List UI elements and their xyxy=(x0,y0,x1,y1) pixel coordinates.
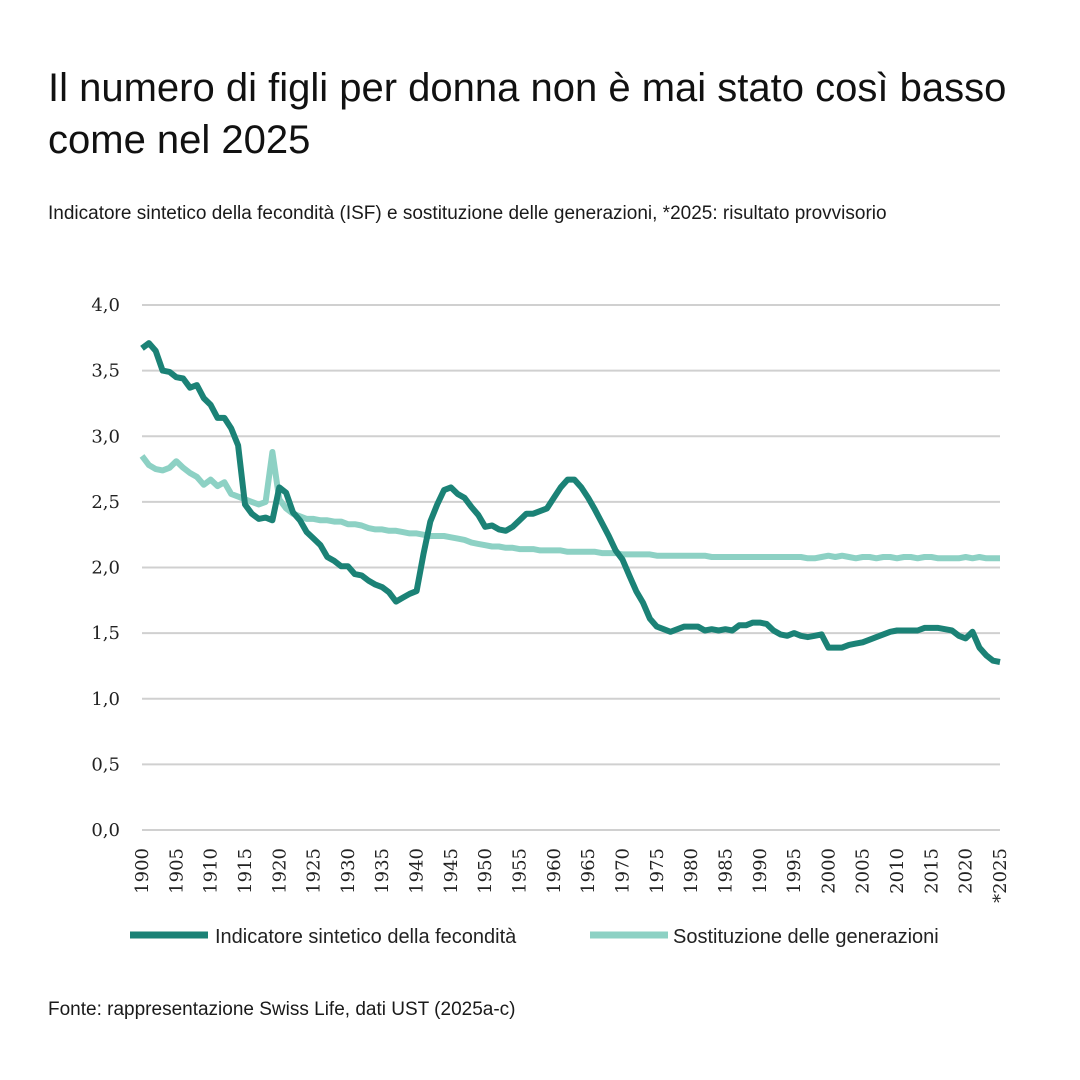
x-tick-label: 1955 xyxy=(510,848,531,894)
x-tick-label: 1905 xyxy=(166,848,187,894)
x-tick-label: 1920 xyxy=(269,848,290,894)
x-tick-label: 1975 xyxy=(647,848,668,894)
x-tick-label: 1935 xyxy=(372,848,393,894)
y-tick-label: 0,5 xyxy=(91,754,120,775)
x-tick-label: 1985 xyxy=(715,848,736,894)
fertility-line-chart: 0,0 0,5 1,0 1,5 2,0 2,5 3,0 3,5 4,0 1900 1905 1910… xyxy=(91,295,1011,948)
x-tick-label: 1950 xyxy=(475,848,496,894)
source-note: Fonte: rappresentazione Swiss Life, dati… xyxy=(48,999,516,1020)
x-tick-label: 1930 xyxy=(338,848,359,894)
gridlines xyxy=(142,304,1000,831)
y-tick-label: 3,0 xyxy=(91,426,120,447)
y-tick-label: 4,0 xyxy=(91,295,120,316)
y-tick-label: 0,0 xyxy=(91,820,120,841)
x-tick-label: 1945 xyxy=(441,848,462,894)
legend-label: Sostituzione delle generazioni xyxy=(673,926,939,948)
x-tick-label: 1980 xyxy=(681,848,702,894)
y-tick-label: 1,0 xyxy=(91,689,120,710)
x-axis-ticks: 1900 1905 1910 1915 1920 1925 1930 1935 1940 1945… xyxy=(132,848,1011,903)
x-tick-label: *2025 xyxy=(990,848,1011,903)
y-tick-label: 2,0 xyxy=(91,558,120,579)
legend: Indicatore sintetico della fecondità Sost… xyxy=(130,926,939,948)
y-tick-label: 3,5 xyxy=(91,361,120,382)
x-tick-label: 2005 xyxy=(853,848,874,894)
x-tick-label: 1915 xyxy=(235,848,256,894)
x-tick-label: 1995 xyxy=(784,848,805,894)
x-tick-label: 1940 xyxy=(407,848,428,894)
x-tick-label: 1925 xyxy=(304,848,325,894)
x-tick-label: 1970 xyxy=(612,848,633,894)
x-tick-label: 1910 xyxy=(201,848,222,894)
chart-title: Il numero di figli per donna non è mai s… xyxy=(48,66,1007,162)
x-tick-label: 1990 xyxy=(750,848,771,894)
x-tick-label: 2015 xyxy=(921,848,942,894)
x-tick-label: 1900 xyxy=(132,848,153,894)
series-lines xyxy=(139,340,1001,665)
x-tick-label: 1965 xyxy=(578,848,599,894)
x-tick-label: 1960 xyxy=(544,848,565,894)
series-line xyxy=(140,340,1001,665)
x-tick-label: 2020 xyxy=(956,848,977,894)
y-axis-ticks: 0,0 0,5 1,0 1,5 2,0 2,5 3,0 3,5 4,0 xyxy=(91,295,120,841)
y-tick-label: 2,5 xyxy=(91,492,120,513)
chart-subtitle: Indicatore sintetico della fecondità (IS… xyxy=(48,203,887,224)
legend-label: Indicatore sintetico della fecondità xyxy=(215,926,517,948)
x-tick-label: 2000 xyxy=(818,848,839,894)
x-tick-label: 2010 xyxy=(887,848,908,894)
series-line xyxy=(139,449,1000,562)
y-tick-label: 1,5 xyxy=(91,623,120,644)
